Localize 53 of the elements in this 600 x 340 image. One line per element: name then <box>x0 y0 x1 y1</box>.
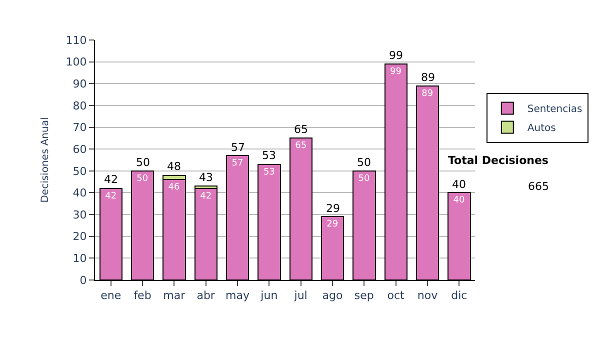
y-tick-label: 30 <box>72 208 87 222</box>
y-tick-label: 70 <box>72 121 87 134</box>
total-label: 65 <box>294 123 308 136</box>
total-label: 53 <box>262 149 276 162</box>
x-tick-label: ene <box>100 289 122 302</box>
y-tick-label: 20 <box>72 230 87 244</box>
annotation: Total Decisiones <box>448 154 549 167</box>
x-tick-label: abr <box>196 289 216 302</box>
data-label: 42 <box>105 191 117 202</box>
x-tick-label: sep <box>354 289 374 302</box>
y-tick-label: 80 <box>72 99 87 112</box>
total-label: 29 <box>326 202 340 215</box>
x-tick-label: jul <box>293 289 308 302</box>
data-label: 65 <box>295 141 307 152</box>
y-tick-label: 40 <box>72 186 87 200</box>
y-tick-label: 10 <box>72 252 87 266</box>
data-label: 57 <box>232 158 244 169</box>
x-tick-label: may <box>226 289 250 302</box>
legend-label: Sentencias <box>527 104 582 116</box>
total-label: 99 <box>389 49 403 62</box>
y-tick-label: 0 <box>80 274 87 287</box>
total-label: 57 <box>231 141 245 154</box>
total-label: 89 <box>421 71 435 84</box>
x-tick-label: oct <box>387 289 406 302</box>
data-label: 29 <box>326 220 338 230</box>
x-tick-label: dic <box>451 289 468 302</box>
x-tick-label: ago <box>322 289 343 302</box>
y-tick-label: 60 <box>72 142 87 156</box>
legend-label: Autos <box>527 123 556 134</box>
y-tick-label: 90 <box>72 77 87 90</box>
total-label: 42 <box>104 173 118 186</box>
x-tick-label: mar <box>163 289 186 302</box>
data-label: 42 <box>200 191 212 202</box>
y-tick-label: 110 <box>66 34 87 47</box>
total-label: 48 <box>167 160 181 173</box>
data-label: 50 <box>358 174 370 184</box>
text: 665 <box>528 180 549 193</box>
total-label: 50 <box>357 156 371 169</box>
total-label: 50 <box>136 156 150 169</box>
data-label: 40 <box>453 196 466 206</box>
y-axis-title: Decisiones Anual <box>40 117 51 203</box>
data-label: 53 <box>263 167 275 178</box>
y-tick-label: 50 <box>72 164 87 178</box>
y-tick-label: 100 <box>66 56 87 69</box>
total-label: 40 <box>452 178 466 191</box>
x-tick-label: nov <box>417 289 438 302</box>
x-tick-label: jun <box>260 289 278 302</box>
x-tick-label: feb <box>134 289 152 302</box>
total-label: 43 <box>199 171 213 184</box>
data-label: 99 <box>390 67 402 77</box>
data-label: 46 <box>168 182 180 193</box>
data-label: 50 <box>136 174 148 184</box>
data-label: 89 <box>422 88 434 99</box>
